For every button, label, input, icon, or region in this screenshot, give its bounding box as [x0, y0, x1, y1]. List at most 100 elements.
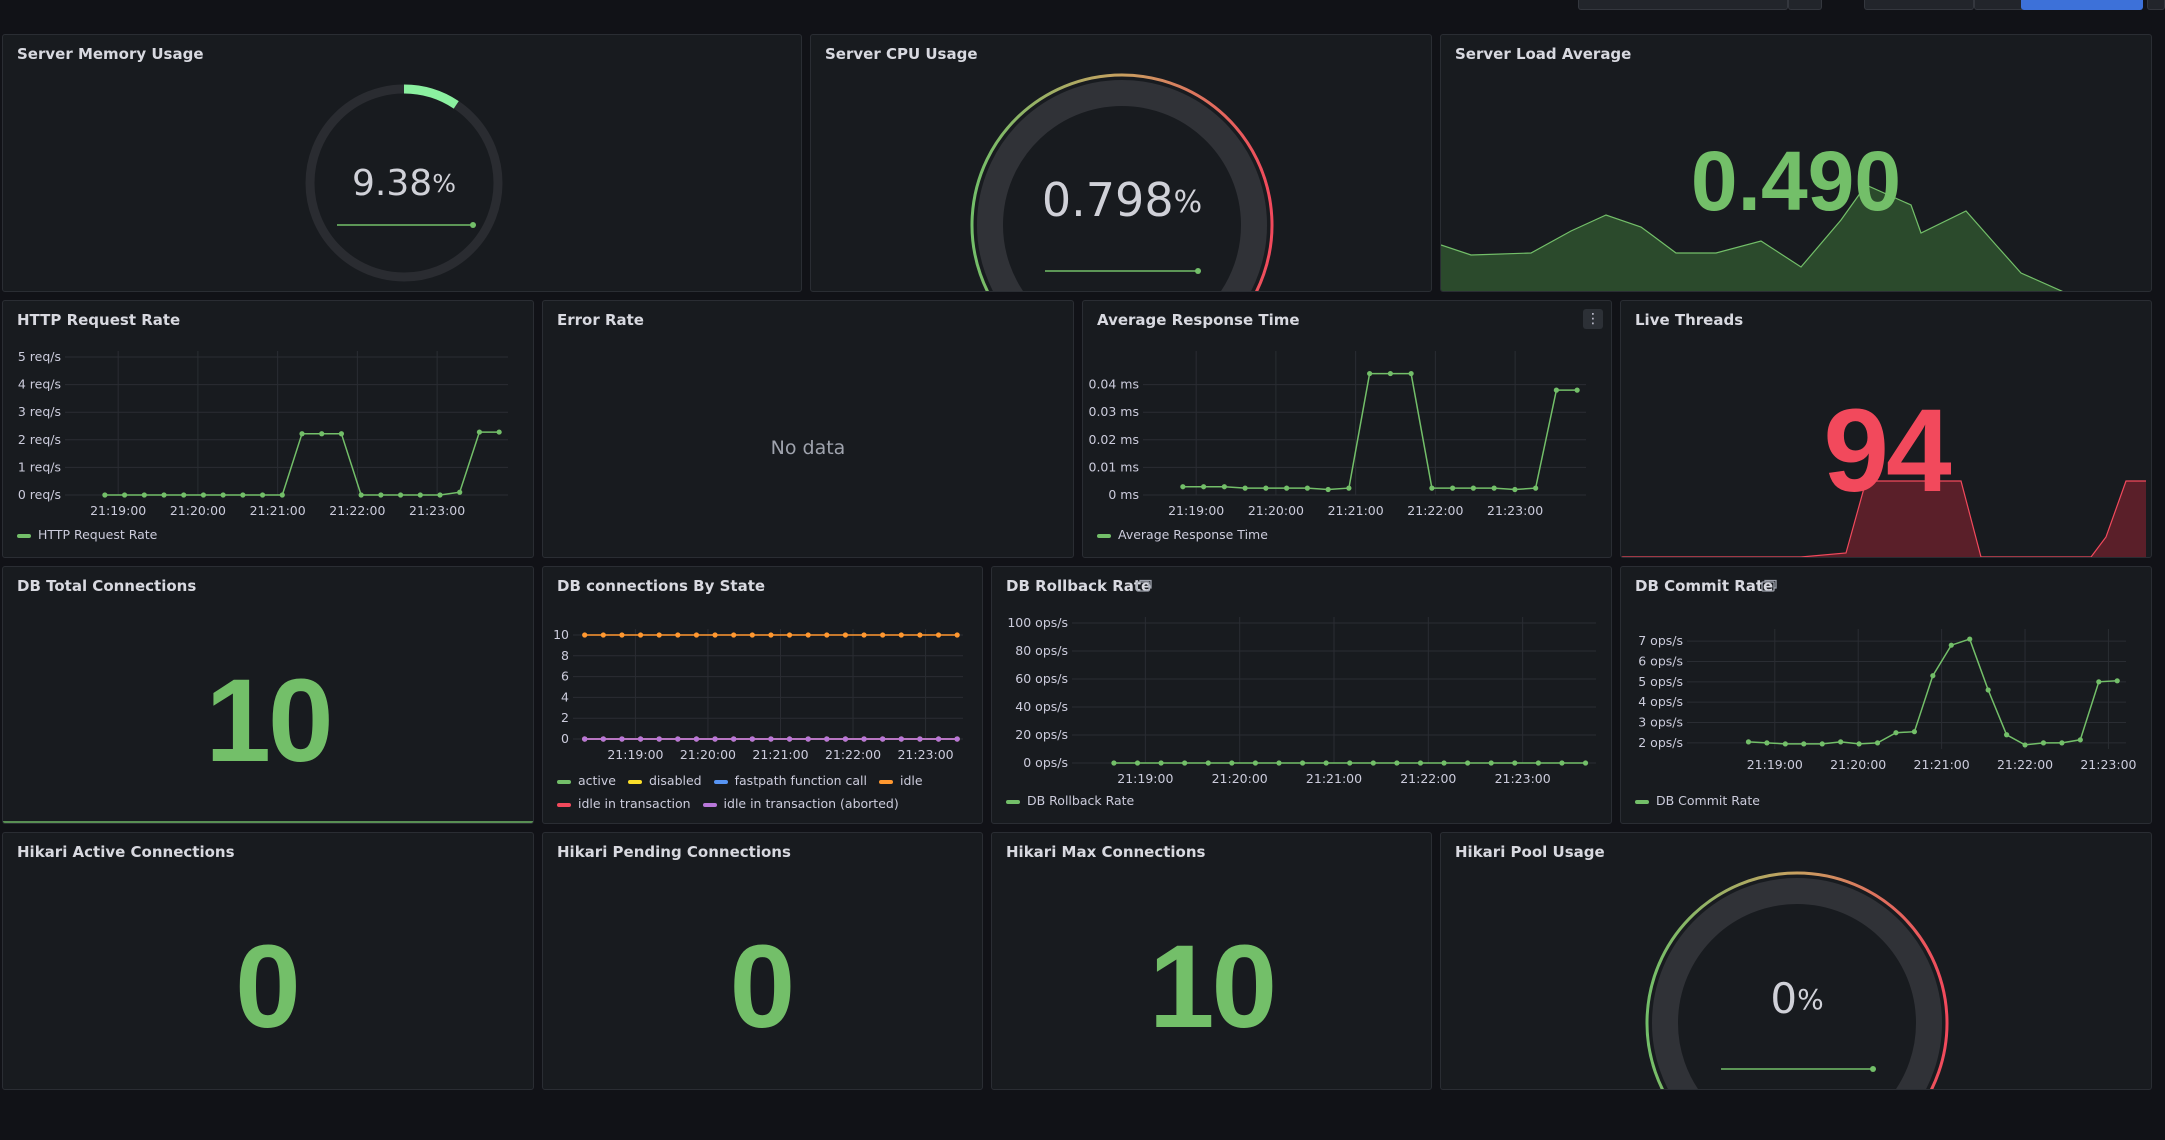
data-point — [338, 431, 345, 437]
panel-title: DB Rollback Rate — [1006, 577, 1152, 595]
y-tick-label: 0.04 ms — [1089, 377, 1140, 392]
hikari-pool-usage-panel[interactable]: Hikari Pool Usage 0% — [1440, 832, 2152, 1090]
data-point — [1533, 485, 1539, 491]
legend-item[interactable]: HTTP Request Rate — [17, 527, 157, 542]
data-point — [805, 632, 811, 638]
sparkline-point — [1195, 268, 1201, 274]
http-request-rate-panel[interactable]: HTTP Request Rate 0 req/s 1 req/s 2 req/s 3… — [2, 300, 534, 558]
average-response-time-panel[interactable]: Average Response Time ⋮ 0 ms 0.01 ms 0.02 … — [1082, 300, 1612, 558]
legend-label: idle in transaction — [578, 796, 691, 811]
error-rate-panel[interactable]: Error Rate No data — [542, 300, 1074, 558]
panel-title: Live Threads — [1635, 311, 1744, 329]
hikari-max-connections-panel[interactable]: Hikari Max Connections 10 — [991, 832, 1432, 1090]
toolbar-more-button[interactable] — [2147, 0, 2165, 10]
legend-swatch — [557, 779, 571, 784]
data-point — [378, 492, 384, 498]
legend-item[interactable]: active — [557, 769, 616, 792]
legend-swatch — [17, 533, 31, 538]
stat-value: 0 — [729, 921, 796, 1053]
legend-item[interactable]: disabled — [628, 769, 702, 792]
x-tick-label: 21:19:00 — [1747, 757, 1803, 772]
x-tick-label: 21:21:00 — [1306, 771, 1362, 786]
zoom-out-button[interactable] — [1788, 0, 1822, 10]
legend-swatch — [879, 779, 894, 784]
data-point — [749, 632, 755, 638]
legend-item[interactable]: Average Response Time — [1097, 527, 1268, 542]
panel-title: Error Rate — [557, 311, 644, 329]
data-point — [1553, 387, 1559, 393]
data-point — [1745, 739, 1752, 745]
x-tick-label: 21:19:00 — [1117, 771, 1173, 786]
chart-legend: active disabled fastpath function call idle… — [557, 769, 977, 815]
refresh-interval-picker[interactable] — [1974, 0, 2024, 10]
y-tick-label: 0 ms — [1108, 487, 1139, 502]
legend-swatch — [557, 802, 571, 807]
legend-item[interactable]: fastpath function call — [713, 769, 868, 792]
y-tick-label: 2 — [561, 710, 569, 725]
server-load-average-panel[interactable]: Server Load Average 0.490 — [1440, 34, 2152, 292]
library-panel-icon[interactable] — [1761, 579, 1777, 593]
hikari-pending-connections-panel[interactable]: Hikari Pending Connections 0 — [542, 832, 983, 1090]
x-tick-label: 21:20:00 — [170, 503, 226, 518]
data-point — [1276, 760, 1282, 766]
data-point — [496, 429, 502, 435]
legend-item[interactable]: idle — [879, 769, 923, 792]
x-tick-label: 21:20:00 — [1248, 503, 1304, 518]
data-point — [1782, 741, 1788, 747]
data-point — [1465, 760, 1471, 766]
x-tick-label: 21:21:00 — [250, 503, 306, 518]
live-threads-panel[interactable]: Live Threads 94 — [1620, 300, 2152, 558]
y-tick-label: 8 — [561, 648, 569, 663]
data-point — [861, 632, 867, 638]
db-total-connections-panel[interactable]: DB Total Connections 10 — [2, 566, 534, 824]
series-line — [1182, 372, 1578, 491]
legend-item[interactable]: idle in transaction (aborted) — [702, 792, 899, 815]
average-response-time-chart: 0 ms 0.01 ms 0.02 ms 0.03 ms 0.04 ms 21:19:00… — [1089, 351, 1586, 518]
library-panel-icon[interactable] — [1136, 579, 1152, 593]
data-point — [600, 736, 606, 742]
server-memory-usage-panel[interactable]: Server Memory Usage 9.38% — [2, 34, 802, 292]
legend-item[interactable]: idle in transaction — [557, 792, 691, 815]
legend-item[interactable]: DB Rollback Rate — [1006, 793, 1134, 808]
share-button[interactable] — [2021, 0, 2143, 10]
panel-title: Hikari Pending Connections — [557, 843, 791, 861]
db-connections-by-state-panel[interactable]: DB connections By State 0 2 4 6 8 10 21:19:00 2… — [542, 566, 983, 824]
data-point — [1559, 760, 1565, 766]
data-point — [1838, 739, 1844, 745]
data-point — [1394, 760, 1400, 766]
data-point — [1370, 760, 1376, 766]
y-tick-label: 60 ops/s — [1015, 671, 1068, 686]
data-point — [2040, 740, 2047, 746]
db-rollback-rate-panel[interactable]: DB Rollback Rate 0 ops/s 20 ops/s 40 ops/s… — [991, 566, 1612, 824]
gauge-track — [1652, 878, 1942, 1089]
data-point — [712, 736, 718, 742]
time-range-picker[interactable] — [1578, 0, 1788, 10]
legend-label: fastpath function call — [734, 773, 868, 788]
data-point — [582, 632, 588, 638]
panel-menu-icon[interactable]: ⋮ — [1583, 309, 1603, 329]
data-point — [1874, 740, 1881, 746]
db-commit-rate-panel[interactable]: DB Commit Rate 2 ops/s 3 ops/s 4 ops/s 5 op… — [1620, 566, 2152, 824]
sparkline-point — [1870, 1066, 1876, 1072]
threads-sparkline — [1621, 480, 2146, 557]
data-point — [1893, 730, 1899, 736]
panel-title: DB connections By State — [557, 577, 766, 595]
data-point — [1201, 484, 1207, 490]
data-point — [1367, 370, 1373, 377]
hikari-active-connections-panel[interactable]: Hikari Active Connections 0 — [2, 832, 534, 1090]
x-tick-label: 21:19:00 — [607, 747, 663, 762]
data-point — [898, 632, 904, 638]
data-point — [1491, 485, 1497, 491]
server-cpu-usage-panel[interactable]: Server CPU Usage 0.798% — [810, 34, 1432, 292]
data-point — [731, 632, 737, 638]
data-point — [2022, 742, 2028, 748]
data-point — [1347, 760, 1353, 766]
x-tick-label: 21:19:00 — [90, 503, 146, 518]
stat-value: 94 — [1823, 385, 1951, 517]
data-point — [2059, 740, 2065, 746]
x-tick-label: 21:21:00 — [1914, 757, 1970, 772]
legend-item[interactable]: DB Commit Rate — [1635, 793, 1760, 808]
y-tick-label: 20 ops/s — [1015, 727, 1068, 742]
refresh-button[interactable] — [1864, 0, 1974, 10]
stat-value: 0 — [235, 921, 301, 1053]
